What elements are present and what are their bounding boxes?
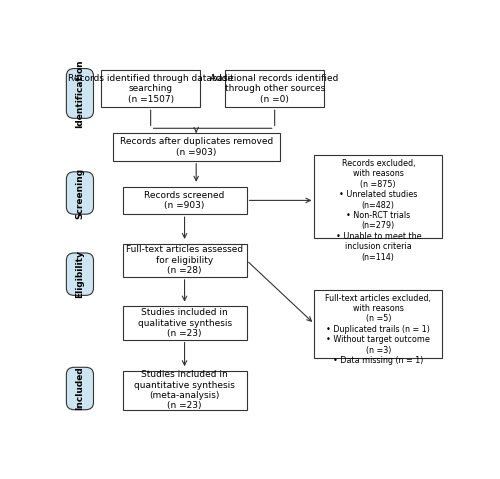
FancyBboxPatch shape xyxy=(314,155,442,238)
FancyBboxPatch shape xyxy=(122,371,246,410)
Text: Screening: Screening xyxy=(76,168,84,218)
Text: Additional records identified
through other sources
(n =0): Additional records identified through ot… xyxy=(210,74,339,104)
Text: Eligibility: Eligibility xyxy=(76,250,84,298)
FancyBboxPatch shape xyxy=(66,172,94,214)
FancyBboxPatch shape xyxy=(225,70,324,107)
Text: Full-text articles assessed
for eligibility
(n =28): Full-text articles assessed for eligibil… xyxy=(126,245,243,275)
FancyBboxPatch shape xyxy=(122,187,246,214)
FancyBboxPatch shape xyxy=(113,133,280,161)
FancyBboxPatch shape xyxy=(122,244,246,277)
Text: Records screened
(n =903): Records screened (n =903) xyxy=(144,191,225,210)
Text: Records after duplicates removed
(n =903): Records after duplicates removed (n =903… xyxy=(120,137,273,157)
Text: Studies included in
qualitative synthesis
(n =23): Studies included in qualitative synthesi… xyxy=(138,308,232,338)
Text: Identification: Identification xyxy=(76,59,84,128)
Text: Records identified through database
searching
(n =1507): Records identified through database sear… xyxy=(68,74,234,104)
FancyBboxPatch shape xyxy=(66,253,94,296)
FancyBboxPatch shape xyxy=(66,367,94,410)
Text: Records excluded,
with reasons
(n =875)
• Unrelated studies
(n=482)
• Non-RCT tr: Records excluded, with reasons (n =875) … xyxy=(336,159,421,262)
FancyBboxPatch shape xyxy=(314,290,442,358)
FancyBboxPatch shape xyxy=(101,70,200,107)
FancyBboxPatch shape xyxy=(66,68,94,118)
FancyBboxPatch shape xyxy=(122,307,246,340)
Text: Included: Included xyxy=(76,366,84,411)
Text: Studies included in
quantitative synthesis
(meta-analysis)
(n =23): Studies included in quantitative synthes… xyxy=(134,370,235,411)
Text: Full-text articles excluded,
with reasons
(n =5)
• Duplicated trails (n = 1)
• W: Full-text articles excluded, with reason… xyxy=(326,294,431,365)
